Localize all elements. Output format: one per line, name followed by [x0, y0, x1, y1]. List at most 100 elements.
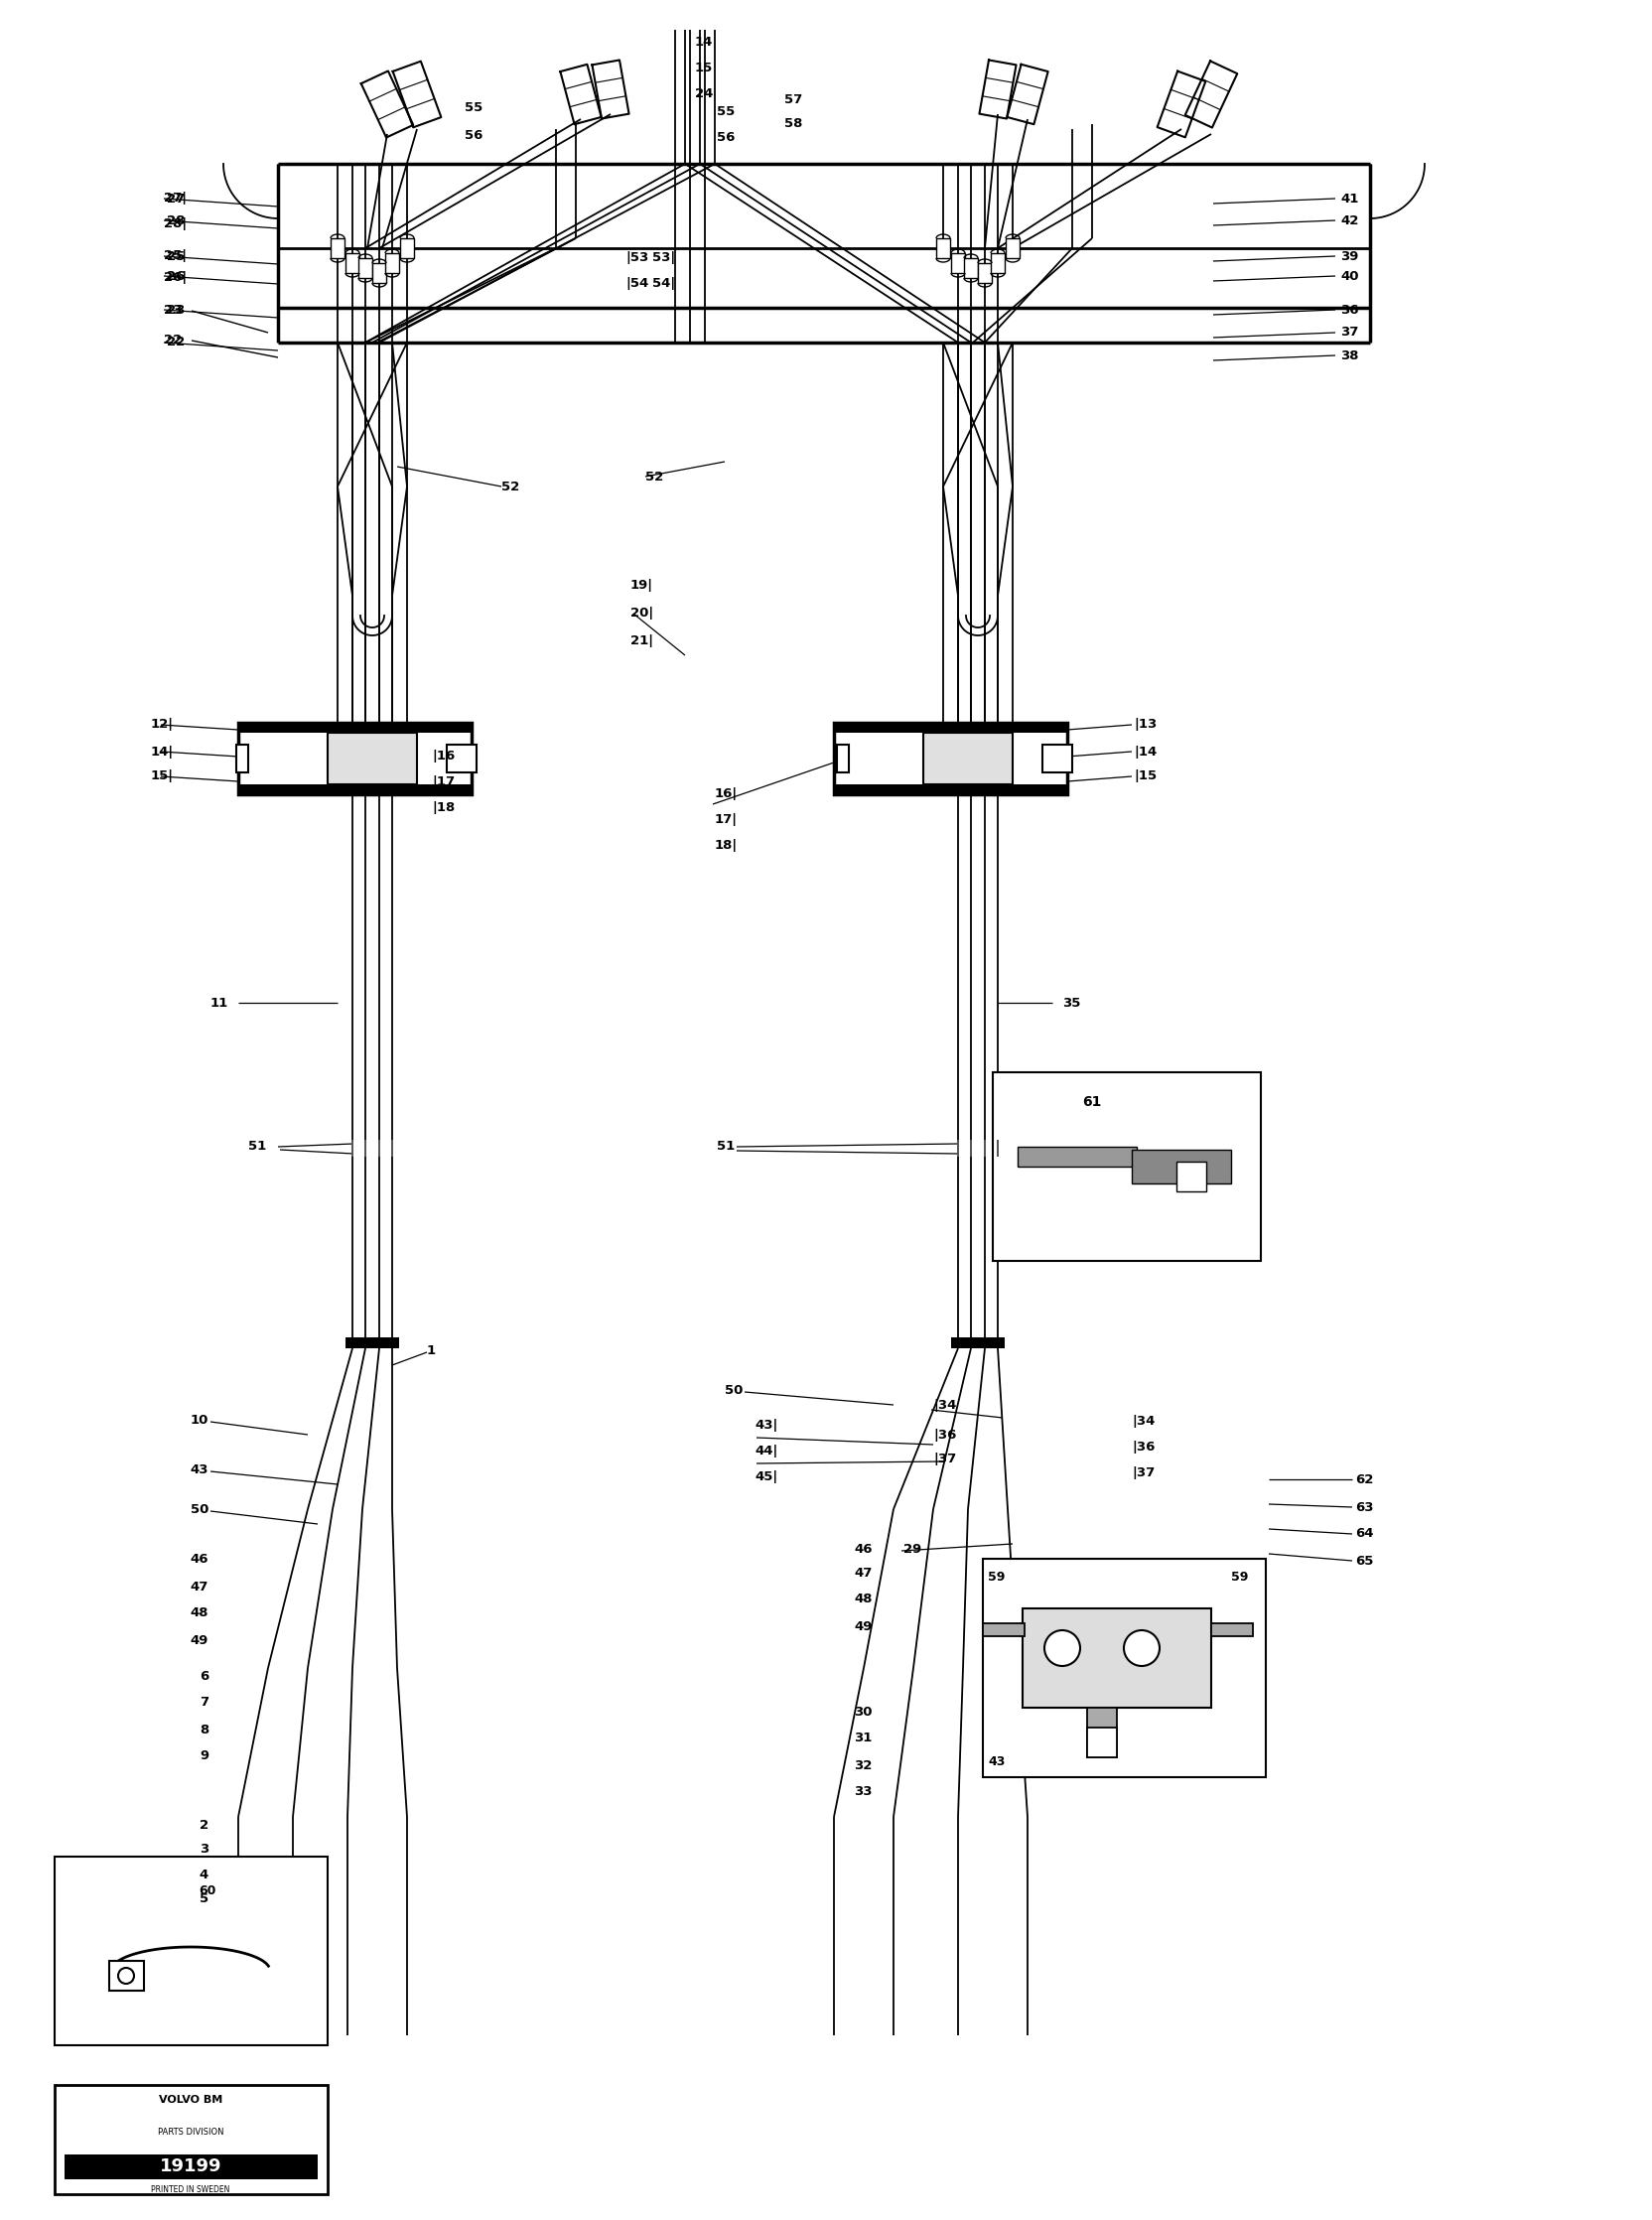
Bar: [55, 2085, 327, 2193]
Bar: [1023, 1609, 1211, 1707]
Text: 59: 59: [988, 1570, 1004, 1583]
Bar: [957, 1139, 960, 1157]
Text: 30: 30: [854, 1707, 872, 1718]
Text: 25|: 25|: [164, 249, 187, 262]
Text: |15: |15: [1133, 770, 1156, 784]
Bar: [970, 1139, 971, 1157]
Bar: [952, 1336, 1004, 1348]
Text: 11: 11: [210, 997, 228, 1010]
Text: 8: 8: [200, 1723, 208, 1736]
Text: 19199: 19199: [160, 2158, 221, 2176]
Text: |14: |14: [1133, 746, 1156, 757]
Text: 3: 3: [200, 1843, 208, 1856]
Text: |37: |37: [933, 1454, 957, 1465]
Text: 51: 51: [717, 1141, 735, 1152]
Bar: [400, 238, 415, 258]
Text: 14|: 14|: [150, 746, 173, 757]
Text: 47: 47: [190, 1581, 208, 1594]
Text: 55: 55: [717, 104, 735, 118]
Text: 5: 5: [200, 1894, 208, 1905]
Bar: [1042, 744, 1072, 773]
Text: 6: 6: [200, 1669, 208, 1683]
Text: |18: |18: [431, 801, 454, 815]
Text: 46: 46: [854, 1543, 872, 1556]
Bar: [983, 1558, 1265, 1778]
Text: 58: 58: [785, 118, 803, 131]
Text: |54: |54: [626, 278, 649, 289]
Circle shape: [119, 1967, 134, 1985]
Text: 43: 43: [988, 1756, 1004, 1769]
Text: |53: |53: [626, 251, 649, 264]
Bar: [352, 1139, 354, 1157]
Bar: [385, 253, 400, 273]
Text: 35: 35: [1062, 997, 1080, 1010]
Bar: [1087, 1727, 1117, 1758]
Bar: [236, 744, 248, 773]
Text: 60: 60: [198, 1885, 216, 1898]
Text: 50: 50: [724, 1383, 743, 1396]
Text: 28: 28: [167, 213, 185, 226]
Bar: [937, 238, 950, 258]
Bar: [327, 733, 416, 784]
Text: 25: 25: [167, 249, 185, 262]
Bar: [834, 784, 1067, 795]
Text: 43|: 43|: [755, 1419, 778, 1432]
Text: 20|: 20|: [631, 606, 654, 619]
Bar: [330, 238, 345, 258]
Bar: [238, 784, 471, 795]
Text: 51: 51: [248, 1141, 266, 1152]
Text: 54|: 54|: [653, 278, 676, 289]
Text: 1: 1: [426, 1343, 436, 1356]
Bar: [1132, 1152, 1226, 1181]
Bar: [978, 264, 991, 282]
Bar: [985, 1139, 986, 1157]
Bar: [238, 724, 471, 733]
Text: 48: 48: [854, 1592, 872, 1605]
Bar: [365, 1139, 367, 1157]
Bar: [834, 724, 1067, 795]
Text: 49: 49: [190, 1634, 208, 1647]
Text: 23: 23: [164, 304, 182, 317]
Bar: [64, 2153, 317, 2180]
Text: 17|: 17|: [715, 815, 738, 826]
Text: 12|: 12|: [150, 719, 173, 730]
Text: 56: 56: [464, 129, 482, 142]
Text: 65: 65: [1355, 1554, 1373, 1567]
Bar: [1132, 1150, 1231, 1183]
Text: 33: 33: [854, 1785, 872, 1798]
Text: 18|: 18|: [715, 839, 738, 852]
Text: 50: 50: [190, 1503, 208, 1516]
Bar: [1018, 1148, 1137, 1165]
Circle shape: [1123, 1629, 1160, 1665]
Bar: [109, 1960, 144, 1991]
Bar: [1176, 1161, 1206, 1192]
Bar: [952, 253, 965, 273]
Text: 45|: 45|: [755, 1472, 778, 1483]
Text: 52: 52: [501, 480, 519, 493]
Text: |36: |36: [1132, 1441, 1155, 1454]
Text: 16|: 16|: [715, 788, 738, 801]
Text: 40: 40: [1340, 269, 1358, 282]
Bar: [965, 258, 978, 278]
Text: 52: 52: [646, 471, 664, 484]
Text: |13: |13: [1133, 719, 1156, 730]
Text: 22: 22: [164, 333, 182, 346]
Text: 55: 55: [464, 100, 482, 113]
Text: 36: 36: [1340, 304, 1358, 315]
Bar: [1006, 238, 1019, 258]
Bar: [1018, 1148, 1137, 1165]
Bar: [446, 744, 476, 773]
Text: 64: 64: [1355, 1527, 1373, 1541]
Text: |16: |16: [431, 750, 454, 764]
Text: 49: 49: [854, 1621, 872, 1632]
Bar: [238, 724, 471, 795]
Text: 61: 61: [1082, 1094, 1102, 1110]
Text: 38: 38: [1340, 349, 1358, 362]
Text: 10: 10: [190, 1414, 208, 1425]
Text: |17: |17: [431, 777, 454, 788]
Text: PRINTED IN SWEDEN: PRINTED IN SWEDEN: [152, 2184, 230, 2193]
Text: 21|: 21|: [631, 635, 654, 646]
Text: 2: 2: [200, 1818, 208, 1831]
Bar: [392, 1139, 393, 1157]
Text: 24: 24: [695, 89, 714, 100]
